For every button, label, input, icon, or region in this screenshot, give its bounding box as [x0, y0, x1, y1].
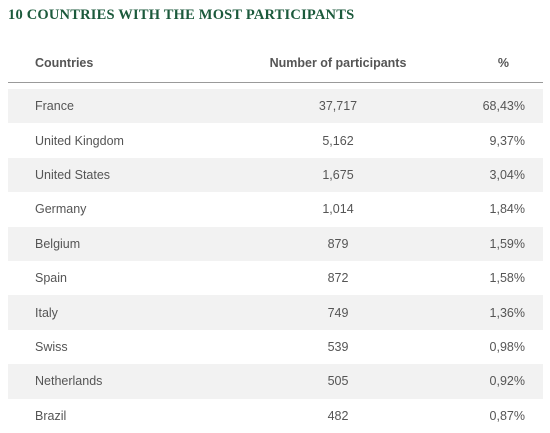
- cell-percent: 1,58%: [489, 271, 525, 286]
- cell-count: 1,675: [322, 167, 354, 182]
- cell-country: United Kingdom: [35, 133, 124, 148]
- table-row: Swiss 539 0,98%: [8, 330, 543, 364]
- table-row: United Kingdom 5,162 9,37%: [8, 123, 543, 157]
- cell-count: 482: [327, 408, 349, 423]
- cell-percent: 0,87%: [489, 408, 525, 423]
- cell-percent: 9,37%: [489, 133, 525, 148]
- cell-country: Belgium: [35, 236, 81, 251]
- cell-count: 5,162: [322, 133, 354, 148]
- cell-percent: 1,36%: [489, 305, 525, 320]
- header-percent: %: [497, 56, 509, 70]
- cell-percent: 0,98%: [489, 339, 525, 354]
- table-row: Italy 749 1,36%: [8, 295, 543, 330]
- cell-count: 1,014: [322, 202, 354, 217]
- cell-percent: 1,59%: [489, 236, 525, 251]
- cell-percent: 1,84%: [489, 202, 525, 217]
- cell-country: Germany: [35, 202, 87, 217]
- header-countries: Countries: [35, 56, 94, 70]
- table-row: Netherlands 505 0,92%: [8, 364, 543, 399]
- cell-country: Italy: [35, 305, 58, 320]
- cell-country: Spain: [35, 271, 67, 286]
- cell-country: Netherlands: [35, 374, 103, 389]
- table-row: Germany 1,014 1,84%: [8, 192, 543, 226]
- cell-count: 539: [327, 339, 349, 354]
- table-body: France 37,717 68,43% United Kingdom 5,16…: [8, 89, 543, 433]
- cell-country: United States: [35, 167, 111, 182]
- table-row: France 37,717 68,43%: [8, 89, 543, 124]
- cell-country: France: [35, 99, 74, 114]
- cell-count: 879: [327, 236, 349, 251]
- cell-count: 37,717: [318, 99, 358, 114]
- header-number-of-participants: Number of participants: [269, 56, 407, 70]
- cell-count: 749: [327, 305, 349, 320]
- participants-table: Countries Number of participants % Franc…: [8, 44, 543, 433]
- cell-country: Brazil: [35, 408, 67, 423]
- page-title: 10 COUNTRIES WITH THE MOST PARTICIPANTS: [8, 7, 355, 23]
- cell-percent: 0,92%: [489, 374, 525, 389]
- table-row: United States 1,675 3,04%: [8, 157, 543, 193]
- table-header: Countries Number of participants %: [8, 44, 543, 83]
- cell-percent: 3,04%: [489, 167, 525, 182]
- table-row: Spain 872 1,58%: [8, 261, 543, 295]
- cell-country: Swiss: [35, 339, 68, 354]
- table-row: Brazil 482 0,87%: [8, 399, 543, 433]
- cell-percent: 68,43%: [482, 99, 525, 114]
- cell-count: 872: [327, 271, 349, 286]
- table-row: Belgium 879 1,59%: [8, 226, 543, 261]
- cell-count: 505: [327, 374, 349, 389]
